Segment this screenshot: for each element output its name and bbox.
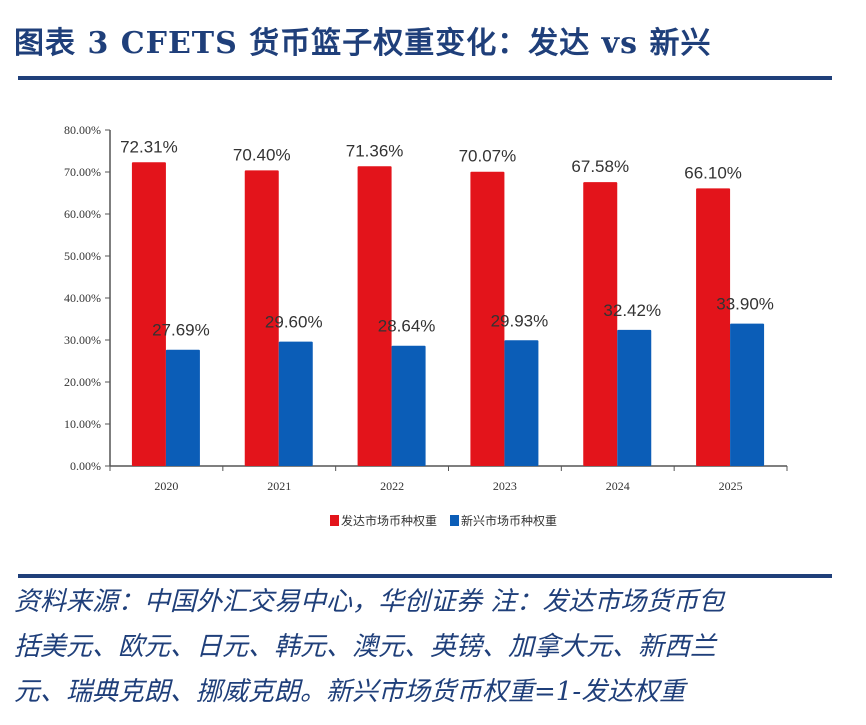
- legend-swatch-emerging: [450, 515, 459, 526]
- bar-developed: [131, 162, 166, 466]
- source-note-line-3: 元、瑞典克朗、挪威克朗。新兴市场货币权重=1-发达权重: [14, 677, 686, 707]
- x-tick-label: 2023: [493, 479, 517, 493]
- data-label: 27.69%: [152, 321, 210, 340]
- source-note-line-2: 括美元、欧元、日元、韩元、澳元、英镑、加拿大元、新西兰: [14, 632, 717, 662]
- bar-emerging: [165, 349, 200, 466]
- x-tick-label: 2020: [154, 479, 178, 493]
- bar-emerging: [278, 341, 313, 466]
- data-label: 72.31%: [120, 137, 178, 156]
- data-label: 67.58%: [571, 157, 629, 176]
- x-tick-label: 2022: [380, 479, 404, 493]
- y-tick-label: 80.00%: [64, 123, 101, 137]
- data-label: 70.40%: [233, 145, 291, 164]
- x-tick-label: 2024: [606, 479, 630, 493]
- x-tick-label: 2021: [267, 479, 291, 493]
- footer-divider: [18, 574, 832, 578]
- title-divider: [18, 76, 832, 80]
- data-label: 32.42%: [603, 301, 661, 320]
- bar-emerging: [617, 329, 652, 466]
- y-tick-label: 10.00%: [64, 417, 101, 431]
- data-label: 33.90%: [716, 295, 774, 314]
- y-tick-label: 30.00%: [64, 333, 101, 347]
- y-tick-label: 50.00%: [64, 249, 101, 263]
- bar-emerging: [504, 340, 539, 466]
- bar-developed: [583, 182, 618, 466]
- x-tick-label: 2025: [719, 479, 743, 493]
- source-note-line-1: 资料来源：中国外汇交易中心，华创证券 注：发达市场货币包: [14, 587, 725, 617]
- bar-chart: 0.00% 10.00% 20.00% 30.00% 40.00% 50.00% 60.00…: [64, 123, 788, 528]
- legend-label: 发达市场币种权重: [341, 513, 437, 528]
- figure-title: 图表 3 CFETS 货币篮子权重变化：发达 vs 新兴: [14, 26, 712, 61]
- bar-emerging: [391, 345, 426, 466]
- source-note: 资料来源：中国外汇交易中心，华创证券 注：发达市场货币包 括美元、欧元、日元、韩…: [14, 580, 834, 715]
- data-label: 71.36%: [346, 141, 404, 160]
- data-label: 29.93%: [491, 311, 549, 330]
- bar-developed: [357, 166, 392, 466]
- bar-developed: [470, 171, 505, 466]
- y-tick-label: 70.00%: [64, 165, 101, 179]
- data-label: 28.64%: [378, 317, 436, 336]
- data-label: 70.07%: [459, 147, 517, 166]
- y-tick-label: 0.00%: [70, 459, 101, 473]
- bar-developed: [696, 188, 731, 466]
- legend-label: 新兴市场币种权重: [461, 513, 557, 528]
- y-tick-label: 20.00%: [64, 375, 101, 389]
- bar-developed: [244, 170, 279, 466]
- bar-emerging: [730, 323, 765, 466]
- legend-swatch-developed: [330, 515, 339, 526]
- data-label: 29.60%: [265, 313, 323, 332]
- y-tick-label: 60.00%: [64, 207, 101, 221]
- data-label: 66.10%: [684, 163, 742, 182]
- y-tick-label: 40.00%: [64, 291, 101, 305]
